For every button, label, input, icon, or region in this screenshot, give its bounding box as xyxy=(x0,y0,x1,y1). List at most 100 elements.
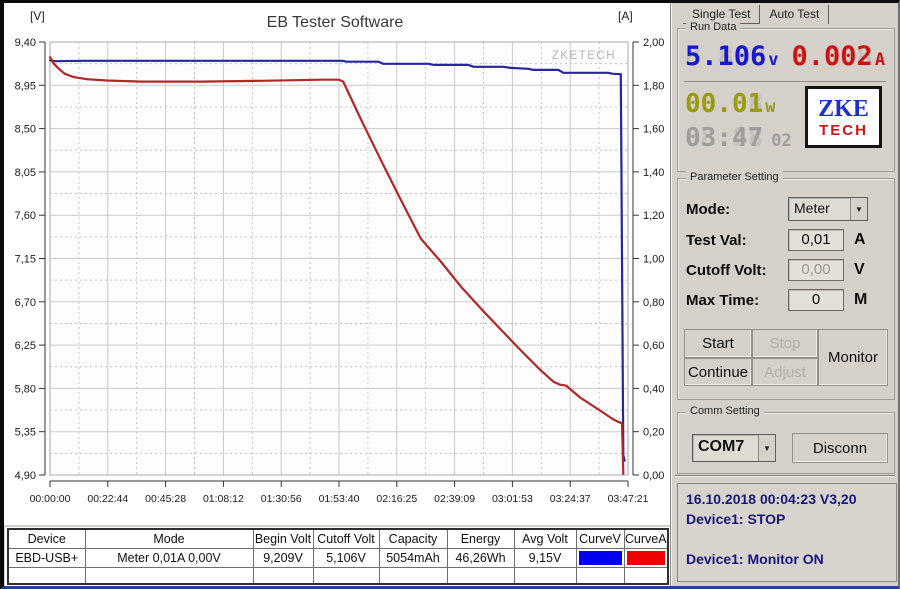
comm-controls: COM7 ▼ Disconn xyxy=(692,433,888,463)
mode-select[interactable]: Meter ▼ xyxy=(788,197,868,221)
control-panel: Single Test Auto Test Run Data 8.888 5.10… xyxy=(670,3,898,586)
y-right-tick-label: 1,60 xyxy=(643,124,664,136)
logo-text-top: ZKE xyxy=(818,95,869,122)
y-left-tick-label: 7,15 xyxy=(15,254,36,266)
elapsed-time-readout: 88:88 03:47 02 xyxy=(685,125,792,151)
mode-row: Mode: Meter ▼ xyxy=(686,197,886,221)
chart-title: EB Tester Software xyxy=(267,14,404,31)
cell-cutoff-volt: 5,106V xyxy=(312,548,380,568)
y-left-tick-label: 8,50 xyxy=(15,124,36,136)
y-right-tick-label: 2,00 xyxy=(643,37,664,49)
table-empty-cell xyxy=(7,567,86,585)
x-tick-label: 00:00:00 xyxy=(30,493,71,505)
col-header-curve-v: CurveV xyxy=(575,528,625,549)
col-header-begin-volt: Begin Volt xyxy=(252,528,314,549)
y-left-tick-label: 5,35 xyxy=(15,427,36,439)
curve-v-swatch xyxy=(578,551,622,565)
y-left-tick-label: 4,90 xyxy=(15,470,36,482)
watermark: ZKETECH xyxy=(552,50,616,62)
curve-layer xyxy=(48,56,626,475)
chevron-down-icon: ▼ xyxy=(855,204,863,214)
curve-curvev xyxy=(48,59,626,462)
x-tick-label: 02:16:25 xyxy=(376,493,417,505)
comm-setting-label: Comm Setting xyxy=(686,405,764,417)
continue-button[interactable]: Continue xyxy=(684,358,752,386)
chevron-down-icon: ▼ xyxy=(763,443,771,453)
y-left-tick-label: 6,25 xyxy=(15,340,36,352)
col-header-device: Device xyxy=(7,528,86,549)
zketech-logo: ZKE TECH xyxy=(805,86,882,148)
y-right-tick-label: 1,00 xyxy=(643,254,664,266)
readout-divider xyxy=(684,81,886,82)
cutoff-volt-input[interactable]: 0,00 xyxy=(788,259,844,281)
y-left-tick-label: 9,40 xyxy=(15,37,36,49)
y-right-tick-label: 0,00 xyxy=(643,470,664,482)
curve-curvea xyxy=(48,56,625,475)
status-line-blank xyxy=(686,529,894,549)
parameter-setting-label: Parameter Setting xyxy=(686,171,783,183)
cell-curve-v xyxy=(575,548,625,568)
right-axis-unit-label: [A] xyxy=(618,9,633,23)
power-display: 88.88 00.01 xyxy=(685,89,764,119)
run-data-label: Run Data xyxy=(686,21,741,33)
time-seconds: 02 xyxy=(771,131,792,151)
mode-dropdown-button[interactable]: ▼ xyxy=(850,198,867,220)
table-header-row: Device Mode Begin Volt Cutoff Volt Capac… xyxy=(7,528,669,549)
x-tick-label: 00:45:28 xyxy=(145,493,186,505)
cell-avg-volt: 9,15V xyxy=(513,548,577,568)
cutoff-volt-unit: V xyxy=(854,261,865,278)
col-header-mode: Mode xyxy=(84,528,254,549)
cell-device: EBD-USB+ xyxy=(7,548,86,568)
left-axis-unit-label: [V] xyxy=(30,9,45,23)
tab-auto-test[interactable]: Auto Test xyxy=(760,5,830,24)
y-right-tick-label: 0,20 xyxy=(643,427,664,439)
monitor-button[interactable]: Monitor xyxy=(818,329,888,386)
time-display: 88:88 03:47 xyxy=(685,123,764,153)
cell-energy: 46,26Wh xyxy=(446,548,515,568)
cell-capacity: 5054mAh xyxy=(378,548,448,568)
max-time-row: Max Time: 0 M xyxy=(686,288,886,312)
x-tick-label: 01:53:40 xyxy=(319,493,360,505)
plot-border xyxy=(49,41,629,476)
comm-setting-group: Comm Setting COM7 ▼ Disconn xyxy=(677,405,895,474)
status-log: 16.10.2018 00:04:23 V3,20 Device1: STOP … xyxy=(677,483,897,582)
x-tick-label: 00:22:44 xyxy=(87,493,128,505)
y-left-tick-label: 8,05 xyxy=(15,167,36,179)
start-button[interactable]: Start xyxy=(684,329,752,358)
col-header-avg-volt: Avg Volt xyxy=(513,528,577,549)
y-left-tick-label: 5,80 xyxy=(15,383,36,395)
curve-a-swatch xyxy=(626,551,665,565)
col-header-cutoff-volt: Cutoff Volt xyxy=(312,528,380,549)
com-port-select[interactable]: COM7 ▼ xyxy=(692,434,776,462)
control-buttons: Start Stop Monitor Continue Adjust xyxy=(684,329,888,386)
cell-begin-volt: 9,209V xyxy=(252,548,314,568)
test-val-input[interactable]: 0,01 xyxy=(788,229,844,251)
tick-label-layer: 9,40 2,00 00:00:00 8,95 1,80 00:22:44 8,50 1,60… xyxy=(15,37,665,505)
x-tick-label: 03:24:37 xyxy=(550,493,591,505)
status-line-version: 16.10.2018 00:04:23 V3,20 xyxy=(686,491,857,507)
current-display: 8.888 0.002 xyxy=(791,41,873,72)
max-time-label: Max Time: xyxy=(686,291,760,309)
test-val-row: Test Val: 0,01 A xyxy=(686,228,886,252)
y-right-tick-label: 0,60 xyxy=(643,340,664,352)
max-time-input[interactable]: 0 xyxy=(788,289,844,311)
parameter-setting-group: Parameter Setting Mode: Meter ▼ Test Val… xyxy=(677,171,895,400)
x-tick-label: 03:47:21 xyxy=(608,493,649,505)
adjust-button[interactable]: Adjust xyxy=(752,358,818,386)
disconnect-button[interactable]: Disconn xyxy=(792,433,888,463)
mode-value: Meter xyxy=(794,200,830,216)
col-header-energy: Energy xyxy=(446,528,515,549)
com-port-value: COM7 xyxy=(698,438,745,455)
y-left-tick-label: 6,70 xyxy=(15,297,36,309)
results-table: Device Mode Begin Volt Cutoff Volt Capac… xyxy=(7,528,669,585)
run-data-group: Run Data 8.888 5.106 v 8.888 0.002 A 88.88… xyxy=(677,21,895,172)
voltage-unit: v xyxy=(768,50,779,70)
max-time-unit: M xyxy=(854,291,868,308)
grid-layer xyxy=(49,41,629,476)
stop-button[interactable]: Stop xyxy=(752,329,818,358)
com-port-dropdown-button[interactable]: ▼ xyxy=(758,435,775,461)
cutoff-volt-row: Cutoff Volt: 0,00 V xyxy=(686,258,886,282)
mode-label: Mode: xyxy=(686,200,731,218)
chart-panel: EB Tester Software [V] [A] 9,40 2,00 00:00… xyxy=(4,3,670,525)
